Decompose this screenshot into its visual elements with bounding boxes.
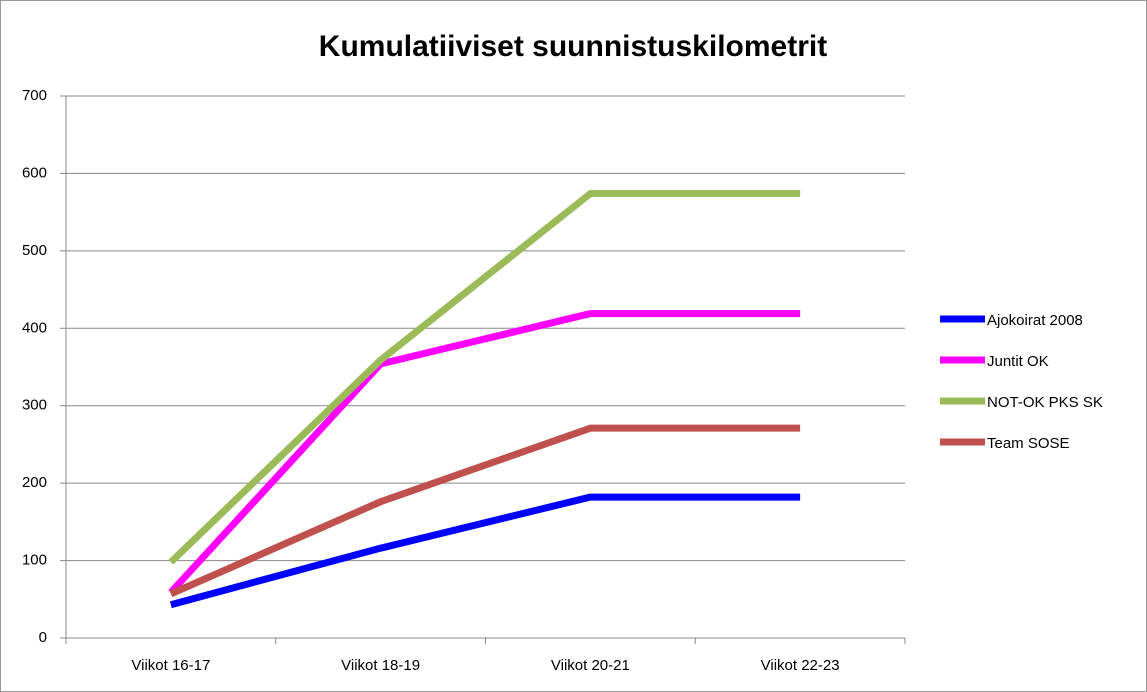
x-tick-label: Viikot 16-17 [131,657,210,674]
y-tick-label: 600 [22,164,47,181]
series-line [169,424,801,598]
series-line [168,190,801,565]
y-tick-label: 700 [22,87,47,104]
legend-label: Juntit OK [987,353,1049,370]
x-tick-label: Viikot 18-19 [341,657,420,674]
series-line [168,310,801,595]
legend-label: NOT-OK PKS SK [987,394,1103,411]
legend-label: Team SOSE [987,435,1070,452]
series-line [169,493,801,609]
y-tick-label: 0 [39,629,47,646]
legend-label: Ajokoirat 2008 [987,312,1083,329]
y-tick-label: 100 [22,552,47,569]
y-tick-label: 300 [22,397,47,414]
y-tick-label: 400 [22,319,47,336]
x-tick-label: Viikot 22-23 [761,657,840,674]
y-tick-label: 200 [22,474,47,491]
y-tick-label: 500 [22,242,47,259]
chart-title: Kumulatiiviset suunnistuskilometrit [319,30,827,63]
x-tick-label: Viikot 20-21 [551,657,630,674]
